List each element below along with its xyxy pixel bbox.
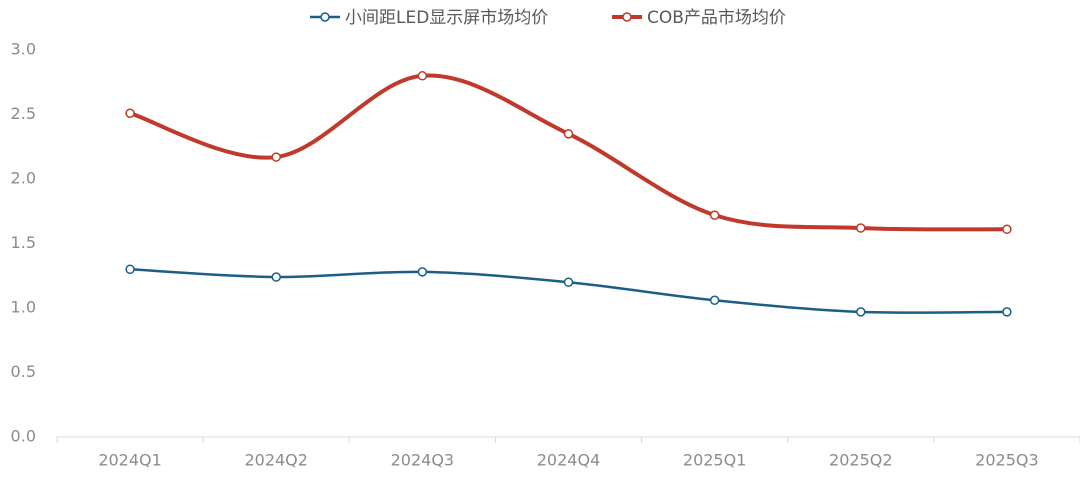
point bbox=[1002, 224, 1012, 235]
y-tick-label: 0.0 bbox=[11, 427, 36, 446]
x-tick-label: 2024Q3 bbox=[391, 451, 455, 470]
y-tick-label: 1.5 bbox=[11, 233, 36, 252]
x-tick-label: 2024Q4 bbox=[537, 451, 601, 470]
point bbox=[1002, 307, 1012, 317]
legend-point bbox=[622, 12, 632, 22]
x-tick-label: 2024Q1 bbox=[98, 451, 162, 470]
point bbox=[709, 210, 720, 220]
point bbox=[856, 223, 866, 233]
legend-point bbox=[320, 12, 330, 22]
y-tick-label: 2.5 bbox=[11, 104, 36, 123]
point bbox=[271, 272, 281, 282]
point bbox=[125, 264, 135, 275]
series-line bbox=[129, 73, 1007, 232]
y-tick-label: 1.0 bbox=[11, 298, 36, 317]
legend-label: COB产品市场均价 bbox=[647, 8, 786, 28]
point bbox=[856, 307, 866, 317]
point bbox=[417, 267, 428, 277]
x-tick-label: 2025Q3 bbox=[975, 451, 1039, 470]
point bbox=[271, 152, 281, 162]
y-tick-label: 2.0 bbox=[11, 169, 36, 188]
legend-label: 小间距LED显示屏市场均价 bbox=[345, 8, 548, 28]
x-tick-label: 2024Q2 bbox=[244, 451, 308, 470]
point bbox=[563, 129, 574, 139]
point bbox=[417, 71, 428, 81]
point bbox=[125, 108, 135, 118]
x-tick-label: 2025Q2 bbox=[829, 451, 893, 470]
y-tick-label: 3.0 bbox=[11, 40, 36, 59]
x-tick-label: 2025Q1 bbox=[683, 451, 747, 470]
point bbox=[709, 295, 720, 306]
point bbox=[563, 277, 574, 287]
y-tick-label: 0.5 bbox=[11, 362, 36, 381]
series-line bbox=[130, 268, 1007, 314]
